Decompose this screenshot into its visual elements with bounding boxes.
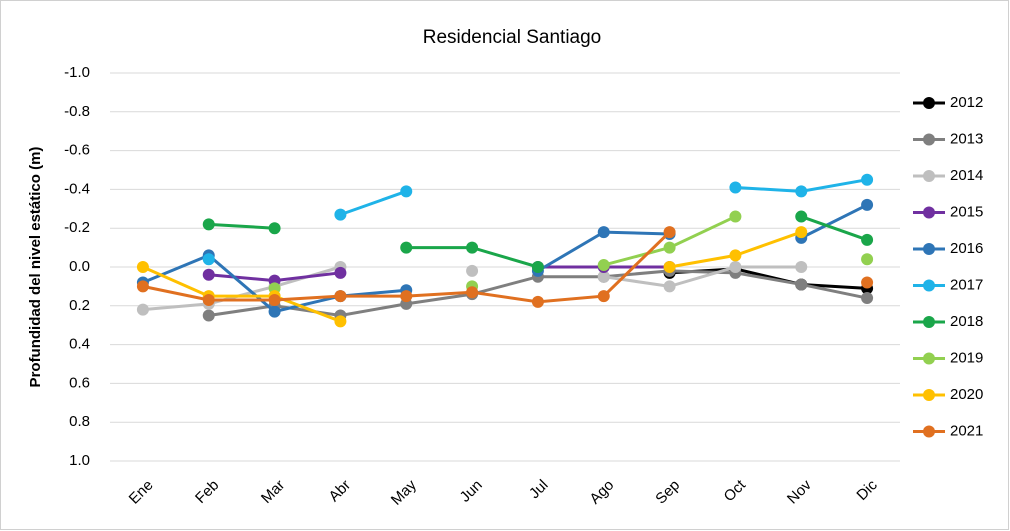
point — [795, 261, 808, 273]
chart-title: Residencial Santiago — [423, 27, 602, 48]
point — [597, 259, 610, 272]
point — [597, 270, 610, 283]
point — [861, 198, 874, 211]
legend-marker — [923, 425, 935, 438]
y-tick-label: 0.4 — [69, 336, 90, 353]
legend-label: 2019 — [950, 349, 983, 366]
y-tick-label: 0.6 — [69, 374, 90, 391]
legend-label: 2018 — [950, 313, 983, 330]
legend-label: 2015 — [950, 203, 983, 220]
point — [136, 261, 149, 273]
point — [531, 261, 544, 273]
point — [268, 305, 281, 318]
y-tick-label: -0.6 — [64, 142, 90, 159]
point — [268, 222, 281, 235]
legend-marker — [923, 97, 935, 109]
point — [861, 233, 874, 246]
point — [795, 185, 808, 198]
point — [663, 261, 676, 273]
point — [795, 226, 808, 239]
y-tick-label: -0.8 — [64, 103, 90, 120]
point — [400, 241, 413, 254]
point — [334, 315, 347, 328]
y-tick-label: 0.2 — [69, 297, 90, 314]
legend-label: 2016 — [950, 240, 983, 257]
point — [663, 226, 676, 239]
legend-label: 2017 — [950, 276, 983, 293]
point — [466, 286, 479, 299]
point — [136, 280, 149, 293]
legend-label: 2014 — [950, 167, 983, 184]
point — [861, 253, 874, 266]
y-tick-label: -0.4 — [64, 180, 90, 197]
point — [202, 253, 215, 266]
y-tick-label: 0.8 — [69, 413, 90, 430]
point — [400, 185, 413, 198]
legend-marker — [923, 316, 935, 328]
point — [861, 276, 874, 289]
point — [466, 264, 479, 277]
point — [729, 210, 742, 223]
point — [597, 226, 610, 239]
point — [136, 303, 149, 316]
y-axis-title: Profundidad del nivel estático (m) — [27, 147, 44, 388]
point — [663, 241, 676, 254]
point — [202, 309, 215, 322]
y-tick-label: -1.0 — [64, 64, 90, 81]
y-tick-label: 0.0 — [69, 258, 90, 275]
legend-marker — [923, 206, 935, 219]
y-tick-label: -0.2 — [64, 219, 90, 236]
legend-label: 2012 — [950, 94, 983, 111]
point — [795, 210, 808, 223]
legend-marker — [923, 389, 935, 401]
point — [400, 290, 413, 303]
point — [268, 293, 281, 306]
point — [334, 208, 347, 221]
point — [861, 173, 874, 186]
legend-label: 2020 — [950, 386, 983, 403]
legend-marker — [923, 243, 935, 255]
point — [861, 292, 874, 305]
legend-label: 2013 — [950, 130, 983, 147]
point — [663, 280, 676, 293]
point — [729, 261, 742, 273]
point — [795, 278, 808, 291]
point — [202, 293, 215, 306]
y-tick-label: 1.0 — [69, 452, 90, 469]
point — [334, 290, 347, 303]
point — [729, 181, 742, 194]
point — [466, 241, 479, 254]
point — [334, 266, 347, 279]
point — [531, 295, 544, 308]
legend-marker — [923, 133, 935, 146]
point — [597, 290, 610, 303]
legend-label: 2021 — [950, 422, 983, 439]
legend-marker — [923, 352, 935, 365]
legend-marker — [923, 170, 935, 182]
point — [202, 218, 215, 231]
legend-marker — [923, 279, 935, 292]
point — [202, 268, 215, 281]
point — [729, 249, 742, 262]
